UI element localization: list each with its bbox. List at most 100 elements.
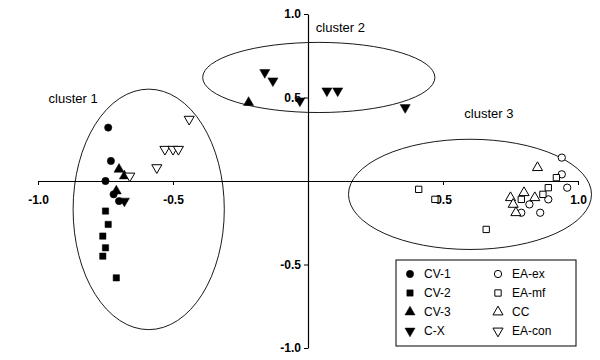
legend-label: EA-ex [512, 267, 545, 281]
point [416, 186, 422, 192]
point [114, 163, 124, 172]
point [526, 201, 533, 208]
point [511, 207, 521, 216]
legend-symbol [405, 306, 415, 315]
legend-label: EA-con [512, 324, 551, 338]
x-axis: -1.0-0.50.51.0 [28, 181, 587, 207]
point [432, 196, 438, 202]
point [173, 146, 183, 155]
point [530, 192, 540, 201]
legend-box [396, 260, 576, 346]
tick-mark [173, 181, 174, 185]
tick-mark [38, 181, 39, 185]
cluster-ellipse [349, 139, 592, 249]
point [400, 105, 410, 114]
annotation-label: cluster 3 [464, 106, 513, 121]
legend-symbol [407, 290, 413, 296]
tick-label: -0.5 [163, 193, 184, 207]
point [260, 70, 270, 79]
legend-symbol [493, 328, 503, 337]
series [518, 154, 571, 216]
legend-symbol [406, 270, 413, 277]
legend-symbol [405, 328, 415, 337]
point [564, 184, 571, 191]
legend-label: CV-1 [424, 267, 451, 281]
tick: -0.5 [163, 181, 184, 207]
legend-entry: EA-con [493, 324, 551, 338]
point [333, 88, 343, 97]
y-axis: -1.0-0.50.51.0 [280, 7, 308, 355]
tick-mark [304, 348, 308, 349]
series [111, 97, 253, 194]
legend-entry: CV-3 [405, 305, 451, 319]
legend-symbol [493, 306, 503, 315]
legend-entry: EA-ex [494, 267, 544, 281]
legend-entry: CV-1 [406, 267, 451, 281]
point [100, 233, 106, 239]
series [505, 162, 542, 216]
point [537, 209, 544, 216]
cluster-ellipse [203, 42, 435, 112]
chart: -1.0-0.50.51.0-1.0-0.50.51.0cluster 1clu… [0, 0, 600, 360]
point [532, 162, 542, 171]
tick-mark [304, 14, 308, 15]
legend-entry: CV-2 [407, 286, 451, 300]
axis-line [308, 15, 309, 349]
tick-label: 1.0 [570, 193, 587, 207]
legend-label: CC [512, 305, 530, 319]
point [107, 157, 114, 164]
point [102, 245, 108, 251]
legend-entry: CC [493, 305, 530, 319]
tick-label: -1.0 [280, 341, 301, 355]
tick: -0.5 [280, 258, 308, 272]
point [268, 78, 278, 87]
tick: -1.0 [280, 341, 308, 355]
point [119, 198, 129, 207]
legend-label: CV-2 [424, 286, 451, 300]
legend: CV-1 CV-2 CV-3 C-X EA-ex EA-mf CC EA-con [396, 260, 576, 346]
legend-label: CV-3 [424, 305, 451, 319]
annotation-label: cluster 2 [316, 20, 365, 35]
tick-label: -0.5 [280, 258, 301, 272]
point [111, 185, 121, 194]
tick-mark [304, 265, 308, 266]
point [244, 97, 254, 106]
plot: -1.0-0.50.51.0-1.0-0.50.51.0cluster 1clu… [28, 7, 591, 355]
point [558, 154, 565, 161]
legend-symbol [494, 270, 501, 277]
point [102, 208, 108, 214]
point [100, 253, 106, 259]
point [184, 116, 194, 125]
tick: 1.0 [570, 181, 587, 207]
tick-mark [443, 181, 444, 185]
series [125, 116, 194, 182]
tick-label: -1.0 [28, 193, 49, 207]
point [105, 221, 111, 227]
tick: -1.0 [28, 181, 49, 207]
tick-mark [578, 181, 579, 185]
point [105, 124, 112, 131]
cluster-ellipse [73, 89, 224, 329]
point [508, 199, 518, 208]
tick-label: 1.0 [284, 7, 301, 21]
series [100, 208, 120, 281]
point [295, 98, 305, 107]
series [119, 70, 410, 207]
legend-label: EA-mf [512, 286, 546, 300]
point [519, 187, 529, 196]
point [125, 173, 135, 182]
tick: 1.0 [284, 7, 308, 21]
point [545, 185, 551, 191]
legend-entry: C-X [405, 324, 445, 338]
point [152, 165, 162, 174]
point [102, 177, 109, 184]
point [113, 275, 119, 281]
legend-symbol [495, 290, 501, 296]
point [540, 191, 546, 197]
series [416, 174, 560, 232]
point [553, 174, 559, 180]
points [100, 70, 571, 281]
annotation-label: cluster 1 [49, 91, 98, 106]
point [322, 88, 332, 97]
legend-entry: EA-mf [495, 286, 546, 300]
